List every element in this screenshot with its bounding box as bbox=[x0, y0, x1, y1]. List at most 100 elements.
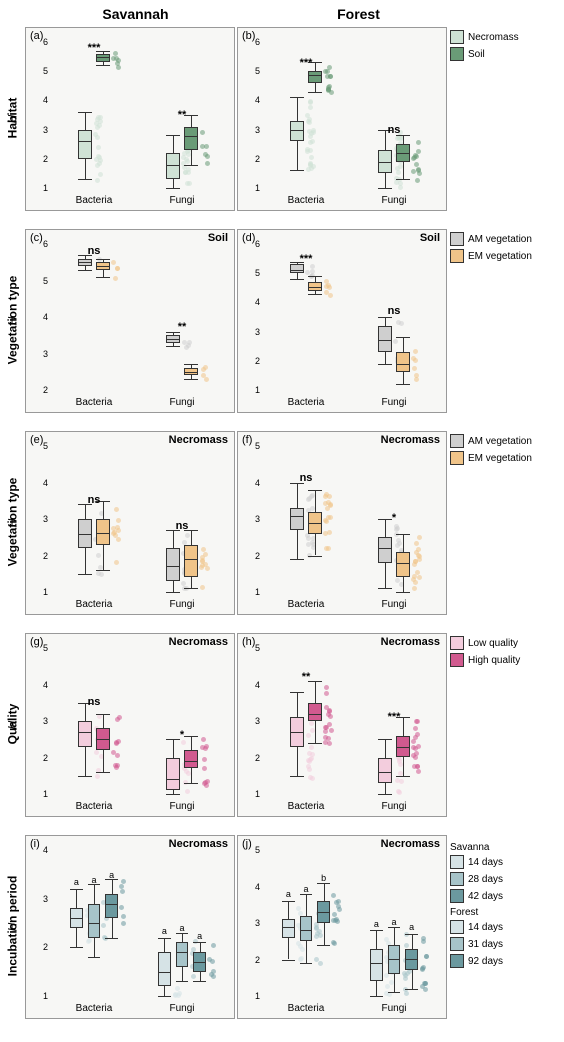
panel: (e)NecromassH12345BacteriaFunginsns bbox=[25, 431, 235, 615]
boxplot-box bbox=[78, 519, 92, 548]
x-ticks: BacteriaFungi bbox=[262, 195, 438, 206]
legend-item: 28 days bbox=[450, 872, 540, 886]
boxplot-box bbox=[290, 508, 304, 530]
panel-context: Necromass bbox=[169, 838, 228, 850]
y-ticks: 12345 bbox=[28, 648, 48, 794]
y-ticks: 12345 bbox=[28, 446, 48, 592]
legend-item: Low quality bbox=[450, 636, 540, 650]
panel-letter: (b) bbox=[242, 30, 255, 42]
y-axis-label: H bbox=[5, 519, 19, 528]
significance-label: ns bbox=[300, 472, 313, 484]
x-ticks: BacteriaFungi bbox=[50, 801, 226, 812]
legend-swatch bbox=[450, 47, 464, 61]
boxplot-box bbox=[166, 153, 180, 179]
boxplot-box bbox=[96, 519, 110, 545]
legend-item: Necromass bbox=[450, 30, 540, 44]
boxplot-box bbox=[378, 150, 392, 173]
boxplot-box bbox=[290, 264, 304, 273]
boxplot-box bbox=[158, 952, 170, 986]
plot-area: 123456BacteriaFungi***** bbox=[50, 42, 226, 188]
legend-item: 14 days bbox=[450, 920, 540, 934]
sig-letter: b bbox=[321, 873, 326, 883]
legend-swatch bbox=[450, 30, 464, 44]
legend: Savanna14 days28 days42 daysForest14 day… bbox=[448, 834, 542, 1018]
panel: (j)Necromass12345BacteriaFungiaabaaa bbox=[237, 835, 447, 1019]
sig-letter: a bbox=[197, 931, 202, 941]
boxplot-box bbox=[308, 282, 322, 291]
boxplot-box bbox=[378, 537, 392, 563]
sig-letter: a bbox=[286, 889, 291, 899]
boxplot-box bbox=[78, 130, 92, 159]
boxplot-box bbox=[282, 919, 294, 937]
panel-letter: (c) bbox=[30, 232, 43, 244]
legend-swatch bbox=[450, 249, 464, 263]
boxplot-box bbox=[184, 545, 198, 578]
boxplot-box bbox=[388, 945, 400, 974]
figure: Savannah Forest Habitat(a)H123456Bacteri… bbox=[0, 0, 564, 1042]
boxplot-box bbox=[166, 548, 180, 581]
y-axis-label: H bbox=[5, 923, 19, 932]
x-ticks: BacteriaFungi bbox=[50, 599, 226, 610]
x-ticks: BacteriaFungi bbox=[50, 1003, 226, 1014]
legend-item: High quality bbox=[450, 653, 540, 667]
plot-area: 12345BacteriaFungins* bbox=[50, 648, 226, 794]
panel-letter: (d) bbox=[242, 232, 255, 244]
panel-letter: (i) bbox=[30, 838, 40, 850]
chart-row: Quality(g)NecromassH12345BacteriaFungins… bbox=[0, 632, 564, 816]
y-axis-label: H bbox=[5, 721, 19, 730]
legend-item: EM vegetation bbox=[450, 249, 540, 263]
panel-context: Necromass bbox=[381, 838, 440, 850]
chart-row: Incubation period(i)NecromassH1234Bacter… bbox=[0, 834, 564, 1018]
legend-group-title: Savanna bbox=[450, 842, 540, 853]
panel-letter: (f) bbox=[242, 434, 252, 446]
significance-label: *** bbox=[88, 42, 101, 54]
panel: (i)NecromassH1234BacteriaFungiaaaaaa bbox=[25, 835, 235, 1019]
boxplot-box bbox=[396, 552, 410, 578]
y-ticks: 1234 bbox=[28, 850, 48, 996]
x-ticks: BacteriaFungi bbox=[262, 801, 438, 812]
boxplot-box bbox=[308, 703, 322, 721]
col-header-forest: Forest bbox=[247, 6, 470, 26]
y-axis-label: H bbox=[5, 317, 19, 326]
y-ticks: 23456 bbox=[28, 244, 48, 390]
sig-letter: a bbox=[303, 884, 308, 894]
significance-label: * bbox=[180, 729, 184, 741]
boxplot-box bbox=[193, 952, 205, 971]
y-ticks: 12345 bbox=[240, 648, 260, 794]
chart-row: Vegetation type(e)NecromassH12345Bacteri… bbox=[0, 430, 564, 614]
x-ticks: BacteriaFungi bbox=[262, 397, 438, 408]
legend-swatch bbox=[450, 653, 464, 667]
y-ticks: 12345 bbox=[240, 850, 260, 996]
panel: (b)123456BacteriaFungi***ns bbox=[237, 27, 447, 211]
boxplot-box bbox=[88, 904, 100, 938]
y-ticks: 123456 bbox=[240, 42, 260, 188]
y-ticks: 123456 bbox=[240, 244, 260, 390]
boxplot-box bbox=[78, 721, 92, 747]
legend-swatch bbox=[450, 232, 464, 246]
boxplot-box bbox=[166, 335, 180, 342]
legend-item: AM vegetation bbox=[450, 232, 540, 246]
boxplot-box bbox=[105, 894, 117, 918]
sig-letter: a bbox=[409, 922, 414, 932]
x-ticks: BacteriaFungi bbox=[262, 599, 438, 610]
panel: (c)SoilH23456BacteriaFungins** bbox=[25, 229, 235, 413]
boxplot-box bbox=[396, 144, 410, 162]
legend-item: 14 days bbox=[450, 855, 540, 869]
legend-label: Low quality bbox=[468, 638, 518, 649]
legend-swatch bbox=[450, 434, 464, 448]
chart-row: Vegetation type(c)SoilH23456BacteriaFung… bbox=[0, 228, 564, 412]
boxplot-box bbox=[184, 368, 198, 375]
sig-letter: a bbox=[91, 875, 96, 885]
panel-context: Necromass bbox=[169, 434, 228, 446]
boxplot-box bbox=[308, 71, 322, 83]
y-ticks: 123456 bbox=[28, 42, 48, 188]
panel-context: Soil bbox=[208, 232, 228, 244]
panel-context: Soil bbox=[420, 232, 440, 244]
sig-letter: a bbox=[391, 917, 396, 927]
sig-letter: a bbox=[162, 926, 167, 936]
boxplot-box bbox=[317, 901, 329, 923]
legend: AM vegetationEM vegetation bbox=[448, 430, 542, 614]
significance-label: *** bbox=[388, 711, 401, 723]
boxplot-box bbox=[290, 717, 304, 746]
boxplot-box bbox=[405, 949, 417, 971]
